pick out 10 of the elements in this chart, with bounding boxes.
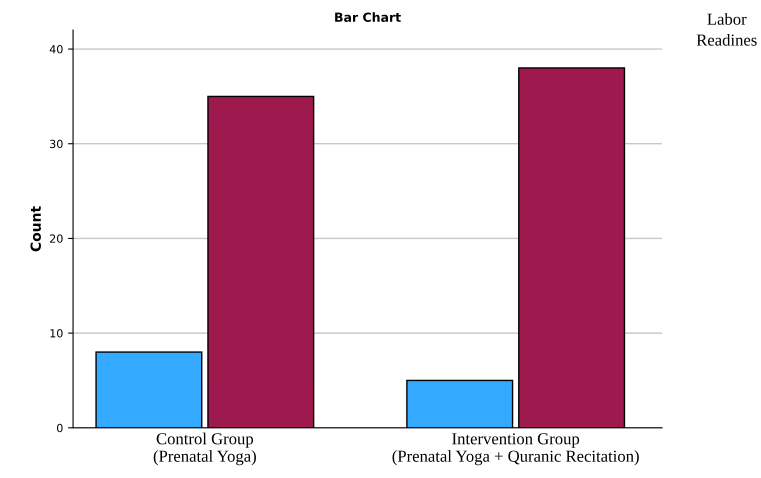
y-tick-label: 10 [50,329,63,338]
y-tick-label: 0 [56,424,63,432]
legend-title: Labor Readines [696,13,757,46]
y-tick-label: 40 [50,45,63,54]
x-tick-label: Intervention Group (Prenatal Yoga + Quranic Recitation) [392,433,639,466]
y-axis-title: Count [30,206,41,252]
y-tick-label: 30 [50,140,63,148]
x-tick-label: Control Group (Prenatal Yoga) [154,432,256,466]
chart-title: Bar Chart [335,12,401,22]
y-tick-label: 20 [50,234,63,243]
